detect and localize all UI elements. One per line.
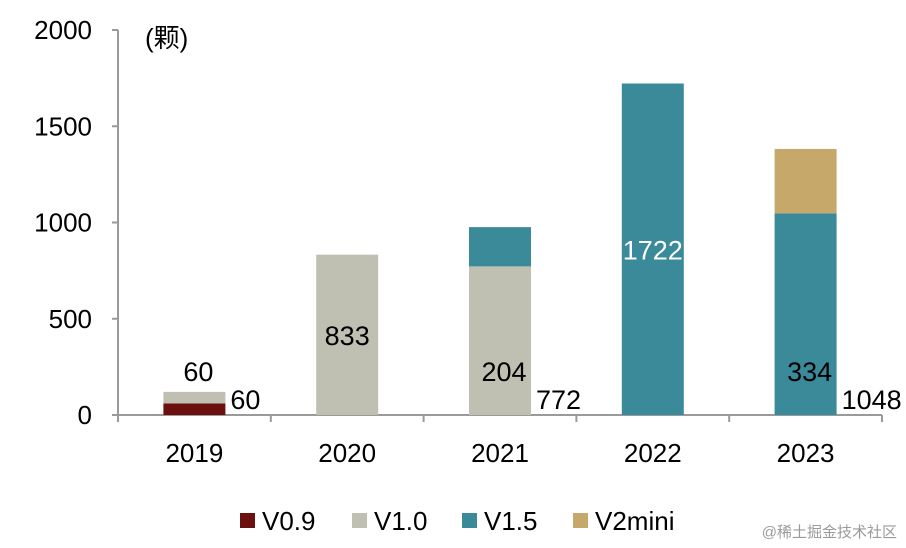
legend-swatch-V1.0 (352, 513, 367, 528)
bars (163, 83, 837, 415)
x-tick-label: 2022 (624, 438, 682, 468)
x-tick-label: 2019 (165, 438, 223, 468)
data-label-V1.0-2020: 833 (325, 321, 370, 351)
x-tick-label: 2021 (471, 438, 529, 468)
y-tick-label: 1500 (34, 111, 92, 141)
legend-label-V0.9: V0.9 (262, 506, 316, 536)
bar-V1.0-2020 (316, 254, 379, 415)
data-labels: 60 60 833 772 204 1722 1048 334 (183, 235, 901, 415)
legend-swatch-V1.5 (462, 513, 477, 528)
data-label-V1.5-2022: 1722 (623, 235, 683, 265)
legend-swatch-V2mini (573, 513, 588, 528)
y-tick-label: 0 (78, 400, 92, 430)
x-axis: 2019 2020 2021 2022 2023 (117, 414, 883, 468)
data-label-V1.5-2023: 1048 (842, 385, 902, 415)
bar-V2mini-2023 (774, 148, 837, 214)
x-tick-label: 2023 (777, 438, 835, 468)
bar-V1.0-2021 (469, 266, 531, 415)
data-label-V2mini-2023: 334 (787, 357, 832, 387)
legend-swatch-V0.9 (240, 513, 255, 528)
bar-V1.5-2022 (621, 83, 684, 415)
legend-label-V1.0: V1.0 (374, 506, 428, 536)
data-label-V1.5-2021: 204 (481, 357, 526, 387)
x-tick-label: 2020 (318, 438, 376, 468)
y-tick-label: 1000 (34, 208, 92, 238)
bar-V1.0-2019 (163, 391, 226, 404)
legend-label-V1.5: V1.5 (484, 506, 538, 536)
data-label-V0.9-2019: 60 (230, 385, 260, 415)
y-axis: 0 500 1000 1500 2000 (34, 15, 119, 430)
y-tick-label: 2000 (34, 15, 92, 45)
y-tick-label: 500 (49, 304, 92, 334)
y-unit-label: (颗) (145, 23, 188, 53)
watermark: @稀土掘金技术社区 (762, 524, 897, 541)
data-label-V1.0-2019: 60 (183, 357, 213, 387)
data-label-V1.0-2021: 772 (536, 385, 581, 415)
bar-V1.5-2021 (469, 227, 531, 267)
legend: V0.9 V1.0 V1.5 V2mini (240, 506, 674, 536)
bar-V1.5-2023 (774, 213, 837, 415)
legend-label-V2mini: V2mini (595, 506, 674, 536)
bar-V0.9-2019 (163, 403, 226, 415)
